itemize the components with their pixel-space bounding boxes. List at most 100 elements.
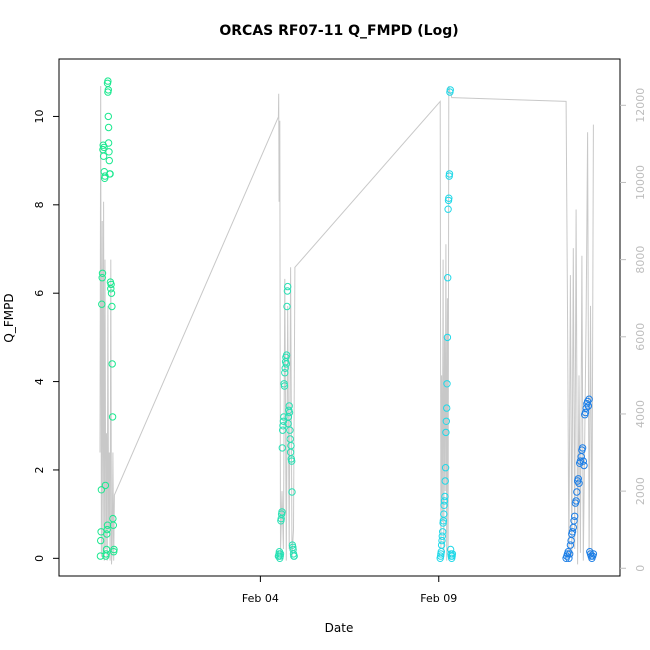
data-point	[440, 501, 448, 509]
data-point	[444, 205, 452, 213]
data-point	[580, 461, 588, 470]
data-point	[283, 302, 291, 311]
data-point	[102, 545, 111, 554]
data-point	[282, 351, 291, 359]
data-point	[443, 333, 452, 342]
data-point	[286, 426, 294, 434]
data-point	[585, 395, 593, 403]
data-point	[439, 528, 447, 536]
data-point	[443, 404, 451, 412]
data-point	[445, 194, 453, 202]
data-point	[282, 360, 290, 368]
data-point	[288, 488, 296, 496]
data-point	[98, 274, 106, 282]
data-point	[444, 274, 452, 282]
data-point	[437, 541, 446, 549]
data-point	[566, 541, 575, 549]
data-point	[438, 536, 446, 545]
secondary-line-path	[99, 85, 594, 565]
data-point	[278, 444, 286, 452]
data-point	[572, 497, 580, 505]
data-point	[440, 497, 449, 505]
data-point	[102, 550, 110, 558]
data-point	[276, 550, 285, 558]
data-point	[97, 536, 105, 545]
y-tick-label: 0	[33, 555, 46, 562]
data-point	[104, 139, 113, 147]
y-axis-label: Q_FMPD	[2, 293, 16, 342]
y2-tick-label: 0	[634, 565, 647, 572]
data-point	[107, 280, 115, 289]
data-point	[104, 86, 113, 94]
data-point	[441, 464, 450, 472]
x-tick-label: Feb 09	[420, 592, 457, 605]
data-point	[589, 550, 598, 558]
data-point	[98, 269, 107, 277]
data-point	[579, 457, 587, 465]
plot-frame	[58, 58, 621, 577]
data-point	[103, 525, 111, 534]
y-tick-label: 4	[33, 378, 46, 385]
y2-tick-label: 6000	[634, 323, 647, 351]
data-point	[448, 550, 457, 558]
y-tick-label: 2	[33, 466, 46, 473]
data-point	[576, 457, 585, 465]
data-point	[283, 287, 292, 295]
x-axis-label: Date	[325, 621, 354, 635]
y2-tick-label: 4000	[634, 400, 647, 428]
data-point	[104, 112, 113, 121]
data-point	[581, 408, 590, 417]
data-point	[99, 152, 108, 160]
data-point	[109, 521, 118, 529]
data-point	[107, 289, 116, 297]
data-point	[288, 457, 296, 465]
data-point	[104, 123, 113, 132]
data-point	[98, 300, 106, 308]
data-point	[565, 554, 573, 562]
data-point	[107, 285, 115, 293]
data-point	[578, 444, 587, 452]
secondary-line	[99, 85, 594, 565]
data-point	[100, 143, 108, 152]
y2-tick-label: 12000	[634, 88, 647, 123]
y2-tick-label: 10000	[634, 165, 647, 200]
data-point	[110, 545, 118, 554]
y2-tick-label: 2000	[634, 477, 647, 505]
data-point	[103, 530, 111, 538]
y-tick-label: 6	[33, 290, 46, 297]
data-point	[105, 148, 113, 156]
data-point	[97, 486, 106, 494]
data-point	[441, 477, 449, 485]
chart-title: ORCAS RF07-11 Q_FMPD (Log)	[219, 23, 458, 39]
data-point	[569, 523, 577, 532]
data-point	[445, 170, 454, 178]
data-point	[443, 380, 451, 388]
x-axis: Feb 04 Feb 09	[242, 576, 457, 605]
data-point	[280, 382, 289, 390]
data-point	[570, 517, 578, 525]
data-point	[108, 302, 116, 311]
data-point	[442, 417, 450, 425]
data-point	[280, 413, 288, 421]
y2-tick-label: 8000	[634, 246, 647, 274]
data-point	[279, 426, 287, 434]
y-axis-left: 0 2 4 6 8 10	[33, 109, 59, 562]
data-point	[566, 550, 574, 558]
data-point	[574, 475, 582, 483]
data-point	[284, 282, 292, 291]
data-point	[104, 77, 112, 85]
data-point	[440, 510, 448, 518]
y-axis-right: 0 2000 4000 6000 8000 10000 12000	[620, 88, 647, 572]
data-point	[571, 512, 579, 520]
data-point	[285, 408, 294, 417]
data-point	[441, 492, 449, 501]
scatter-points	[96, 77, 598, 562]
y-tick-label: 10	[33, 109, 46, 123]
data-point	[101, 481, 110, 490]
data-point	[279, 417, 288, 425]
data-point	[568, 528, 577, 536]
data-point	[287, 441, 295, 450]
data-point	[575, 479, 583, 487]
data-point	[108, 360, 116, 368]
